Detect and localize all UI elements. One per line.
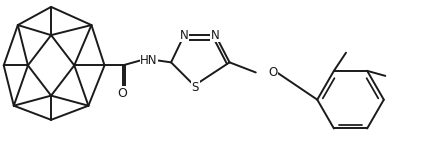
Text: O: O [118,87,128,100]
Text: O: O [268,66,277,79]
Text: N: N [211,29,220,42]
Text: HN: HN [140,54,157,67]
Text: N: N [180,29,189,42]
Text: S: S [192,81,199,94]
